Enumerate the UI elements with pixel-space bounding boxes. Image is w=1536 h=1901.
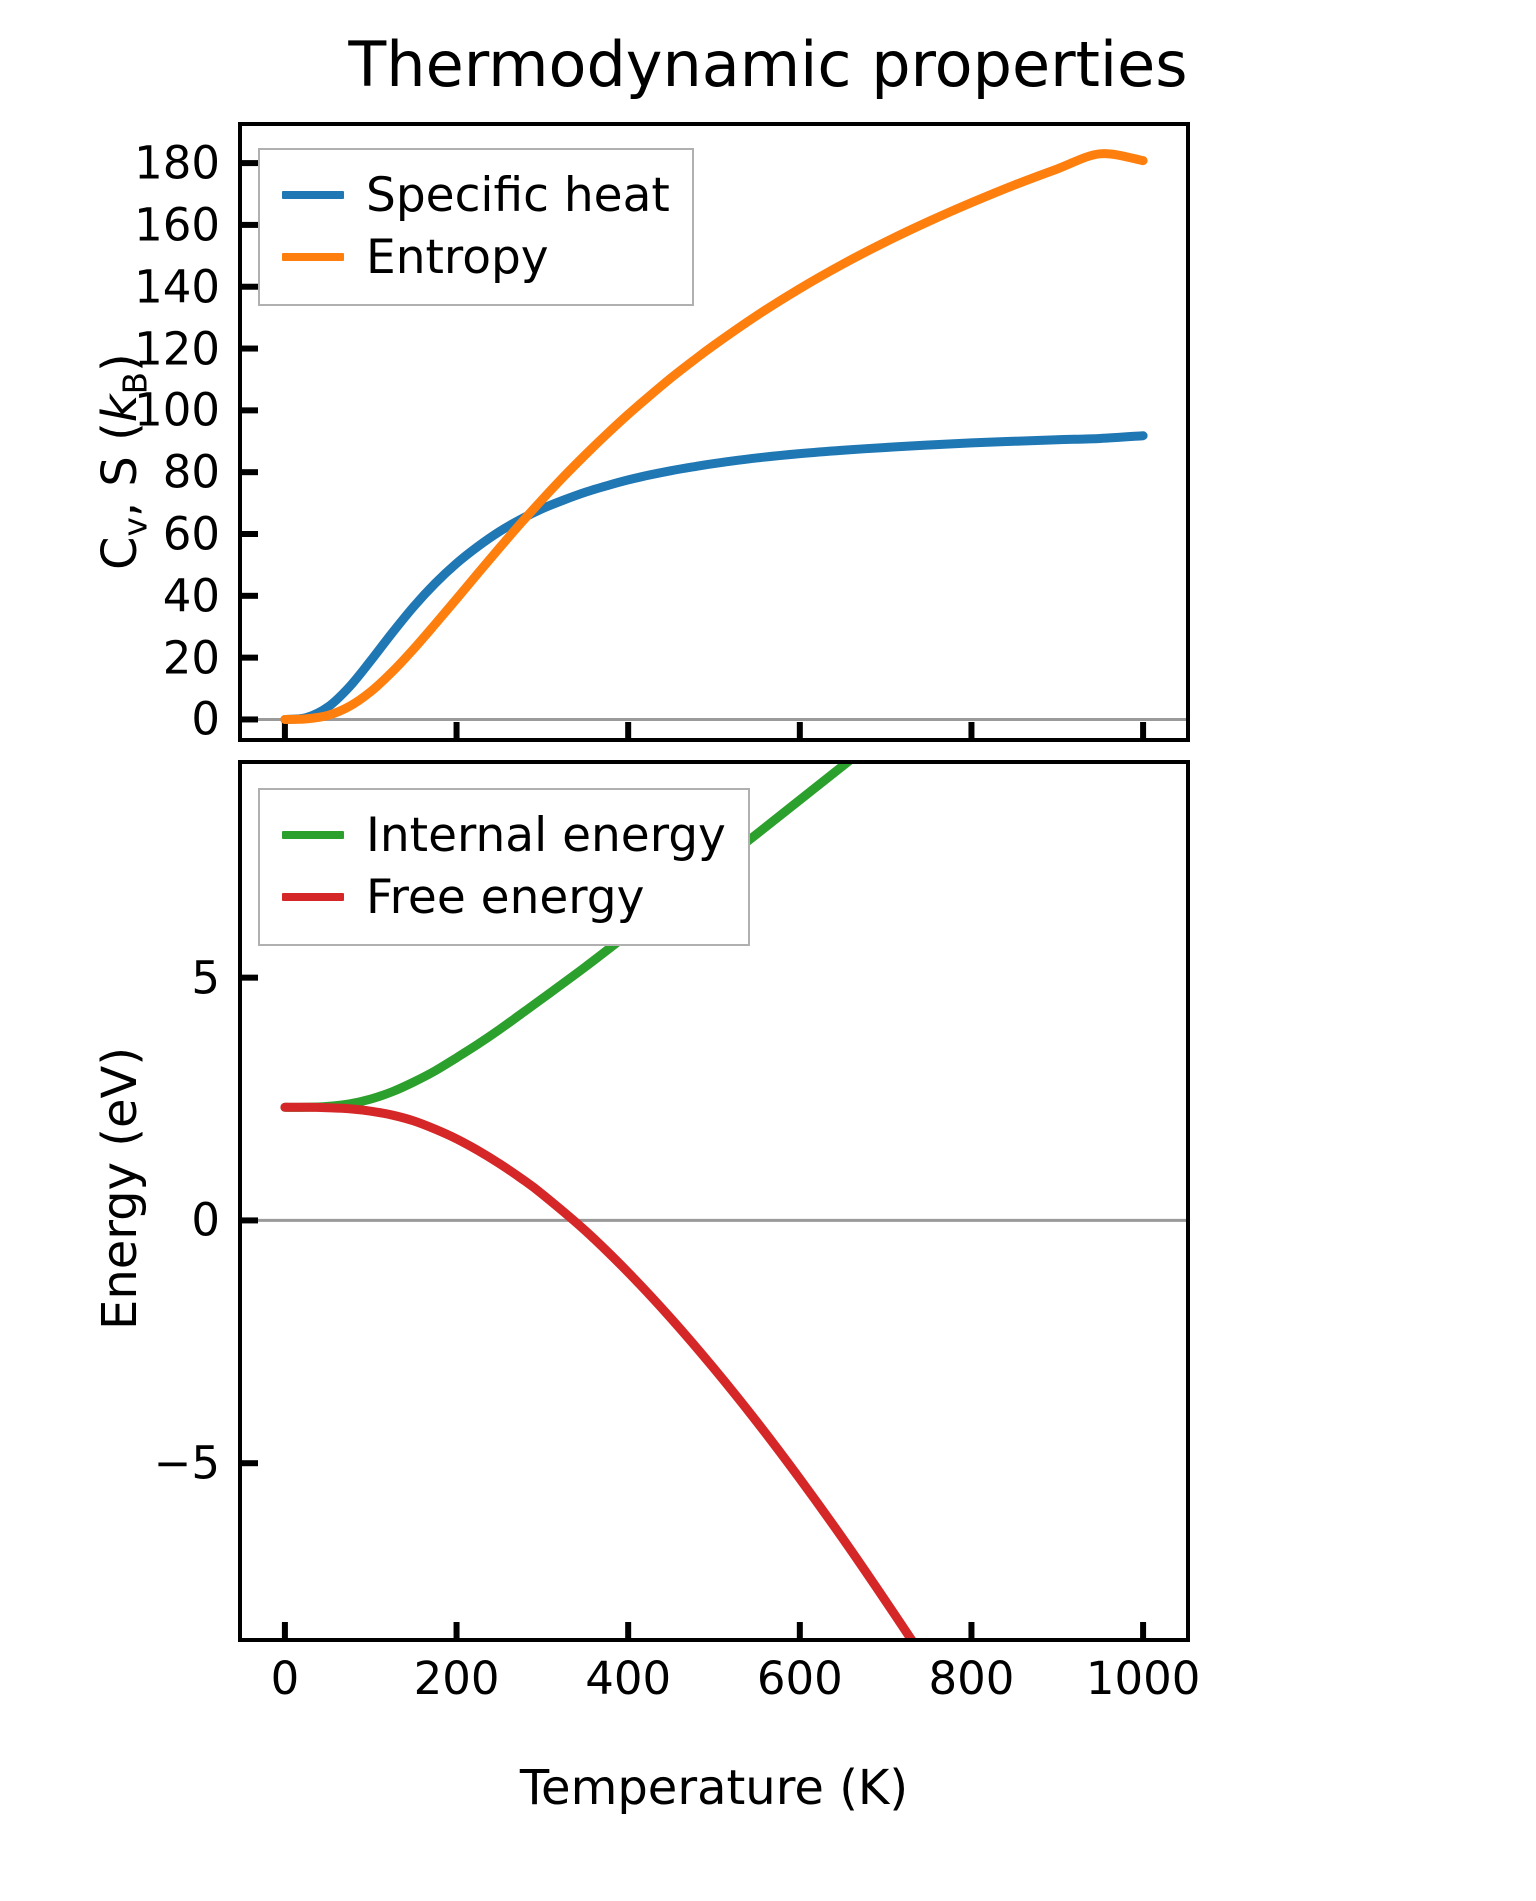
bottom-xtick-label: 600 [757, 1656, 843, 1701]
bottom-panel-ylabel: Energy (eV) [92, 1047, 148, 1330]
legend-swatch-internal-energy [282, 831, 344, 839]
top-ytick-label: 0 [0, 697, 220, 742]
bottom-ytick-label: 5 [0, 955, 220, 1000]
legend-label-entropy: Entropy [366, 230, 549, 285]
legend-swatch-specific-heat [282, 191, 344, 199]
legend-item-entropy[interactable]: Entropy [282, 226, 670, 288]
top-ytick-label: 160 [0, 202, 220, 247]
bottom-xtick-label: 200 [414, 1656, 500, 1701]
legend-swatch-entropy [282, 253, 344, 261]
top-ytick-label: 180 [0, 141, 220, 186]
bottom-xtick-label: 400 [585, 1656, 671, 1701]
top-panel-ylabel: Cv, S (kB) [92, 353, 155, 570]
matplotlib-figure: Thermodynamic properties 020406080100120… [0, 0, 1536, 1901]
series-line-specific-heat [285, 436, 1143, 720]
legend-item-free-energy[interactable]: Free energy [282, 866, 726, 928]
legend-item-internal-energy[interactable]: Internal energy [282, 804, 726, 866]
bottom-xtick-label: 0 [271, 1656, 300, 1701]
top-ytick-label: 140 [0, 264, 220, 309]
legend-label-free-energy: Free energy [366, 870, 644, 925]
bottom-xtick-label: 1000 [1086, 1656, 1201, 1701]
top-panel-legend: Specific heat Entropy [258, 148, 694, 306]
legend-label-internal-energy: Internal energy [366, 808, 726, 863]
legend-item-specific-heat[interactable]: Specific heat [282, 164, 670, 226]
bottom-xtick-label: 800 [929, 1656, 1015, 1701]
series-line-free-energy [285, 1107, 1143, 1638]
top-ytick-label: 20 [0, 635, 220, 680]
bottom-panel-legend: Internal energy Free energy [258, 788, 750, 946]
legend-label-specific-heat: Specific heat [366, 168, 670, 223]
legend-swatch-free-energy [282, 893, 344, 901]
bottom-ytick-label: −5 [0, 1441, 220, 1486]
figure-title: Thermodynamic properties [0, 28, 1536, 101]
top-ytick-label: 40 [0, 573, 220, 618]
bottom-panel-xlabel: Temperature (K) [520, 1760, 908, 1816]
